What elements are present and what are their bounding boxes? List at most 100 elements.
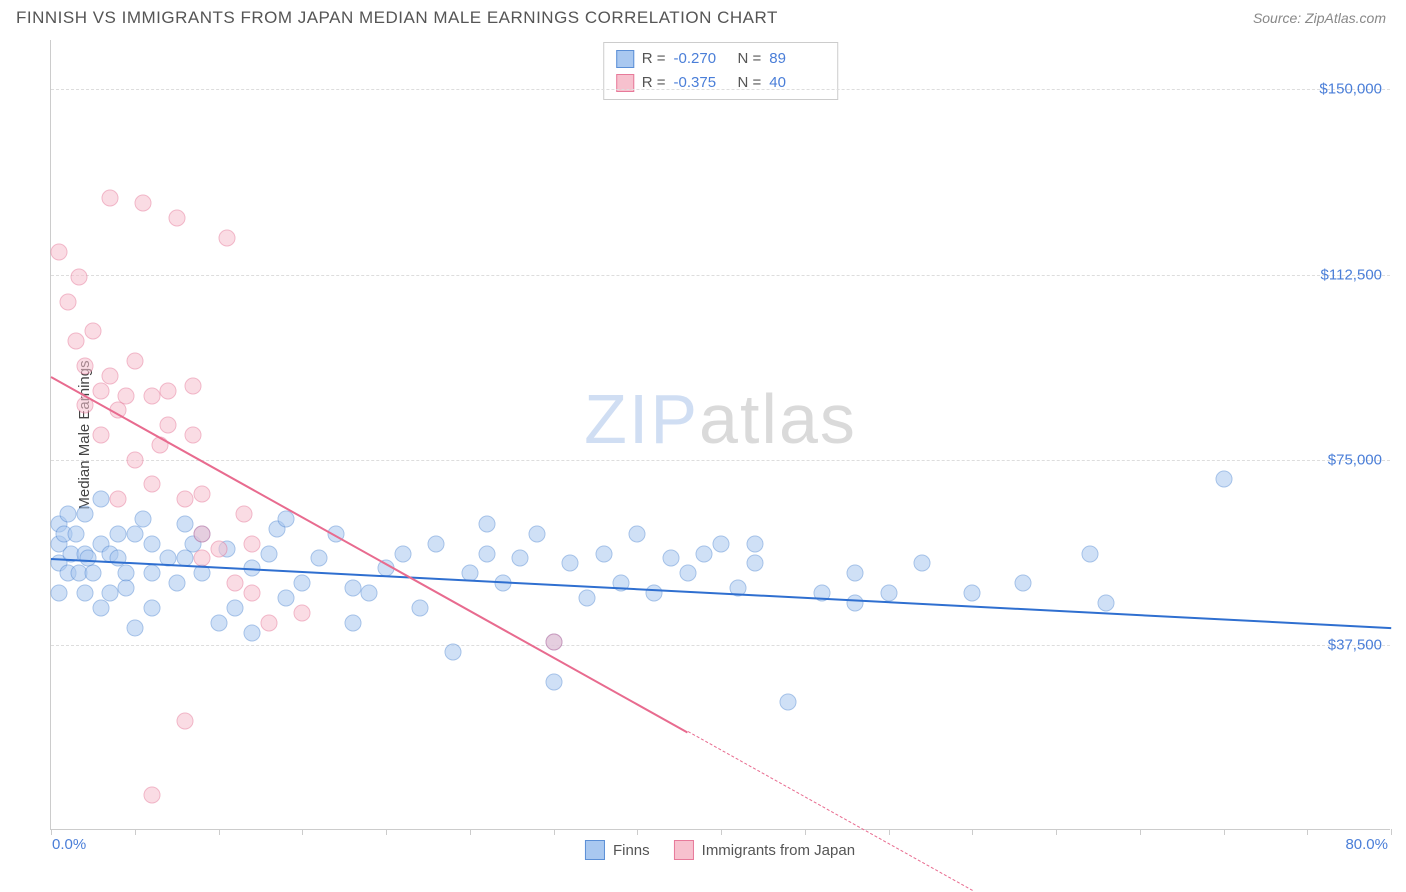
gridline	[51, 645, 1390, 646]
x-tick-mark	[135, 829, 136, 835]
data-point	[428, 535, 445, 552]
data-point	[646, 585, 663, 602]
data-point	[126, 352, 143, 369]
data-point	[260, 545, 277, 562]
stats-row: R =-0.270N =89	[616, 47, 826, 71]
data-point	[847, 565, 864, 582]
data-point	[746, 555, 763, 572]
data-point	[59, 506, 76, 523]
data-point	[847, 594, 864, 611]
data-point	[143, 565, 160, 582]
data-point	[93, 491, 110, 508]
data-point	[579, 589, 596, 606]
data-point	[545, 673, 562, 690]
data-point	[512, 550, 529, 567]
data-point	[143, 599, 160, 616]
x-axis-min-label: 0.0%	[52, 836, 86, 853]
data-point	[76, 585, 93, 602]
watermark-atlas: atlas	[699, 380, 857, 458]
legend-label: Finns	[613, 842, 650, 859]
watermark: ZIPatlas	[584, 379, 857, 459]
x-tick-mark	[972, 829, 973, 835]
x-tick-mark	[302, 829, 303, 835]
r-label: R =	[642, 47, 666, 71]
y-tick-label: $150,000	[1319, 81, 1382, 98]
x-tick-mark	[637, 829, 638, 835]
data-point	[311, 550, 328, 567]
data-point	[160, 382, 177, 399]
data-point	[126, 619, 143, 636]
n-value: 40	[769, 71, 825, 95]
data-point	[210, 614, 227, 631]
stats-row: R =-0.375N =40	[616, 71, 826, 95]
legend-swatch	[585, 840, 605, 860]
y-tick-label: $37,500	[1328, 636, 1382, 653]
data-point	[193, 525, 210, 542]
data-point	[746, 535, 763, 552]
x-tick-mark	[51, 829, 52, 835]
data-point	[445, 644, 462, 661]
chart-title: FINNISH VS IMMIGRANTS FROM JAPAN MEDIAN …	[16, 8, 778, 28]
x-tick-mark	[805, 829, 806, 835]
data-point	[126, 451, 143, 468]
data-point	[914, 555, 931, 572]
data-point	[143, 535, 160, 552]
series-swatch	[616, 50, 634, 68]
data-point	[1081, 545, 1098, 562]
data-point	[160, 417, 177, 434]
data-point	[110, 491, 127, 508]
data-point	[101, 190, 118, 207]
data-point	[595, 545, 612, 562]
data-point	[227, 575, 244, 592]
data-point	[76, 357, 93, 374]
legend-label: Immigrants from Japan	[702, 842, 855, 859]
data-point	[93, 382, 110, 399]
r-value: -0.375	[674, 71, 730, 95]
data-point	[68, 333, 85, 350]
regression-line	[51, 376, 688, 733]
n-label: N =	[738, 71, 762, 95]
regression-line	[687, 731, 972, 891]
data-point	[235, 506, 252, 523]
data-point	[84, 323, 101, 340]
data-point	[51, 585, 68, 602]
n-label: N =	[738, 47, 762, 71]
data-point	[93, 599, 110, 616]
r-value: -0.270	[674, 47, 730, 71]
data-point	[545, 634, 562, 651]
data-point	[135, 194, 152, 211]
gridline	[51, 460, 1390, 461]
data-point	[244, 535, 261, 552]
data-point	[244, 624, 261, 641]
legend-item: Finns	[585, 840, 650, 860]
data-point	[1098, 594, 1115, 611]
data-point	[662, 550, 679, 567]
data-point	[168, 209, 185, 226]
data-point	[177, 491, 194, 508]
x-tick-mark	[554, 829, 555, 835]
data-point	[84, 565, 101, 582]
x-tick-mark	[1224, 829, 1225, 835]
x-tick-mark	[721, 829, 722, 835]
data-point	[177, 713, 194, 730]
data-point	[478, 515, 495, 532]
x-tick-mark	[386, 829, 387, 835]
data-point	[210, 540, 227, 557]
data-point	[193, 550, 210, 567]
plot-region: ZIPatlas R =-0.270N =89R =-0.375N =40 $3…	[50, 40, 1390, 830]
x-tick-mark	[219, 829, 220, 835]
data-point	[227, 599, 244, 616]
data-point	[294, 575, 311, 592]
data-point	[1215, 471, 1232, 488]
data-point	[143, 787, 160, 804]
gridline	[51, 89, 1390, 90]
data-point	[964, 585, 981, 602]
legend-item: Immigrants from Japan	[674, 840, 855, 860]
legend: Finns Immigrants from Japan	[585, 840, 855, 860]
data-point	[168, 575, 185, 592]
data-point	[185, 427, 202, 444]
data-point	[713, 535, 730, 552]
data-point	[277, 589, 294, 606]
y-tick-label: $75,000	[1328, 451, 1382, 468]
data-point	[143, 387, 160, 404]
